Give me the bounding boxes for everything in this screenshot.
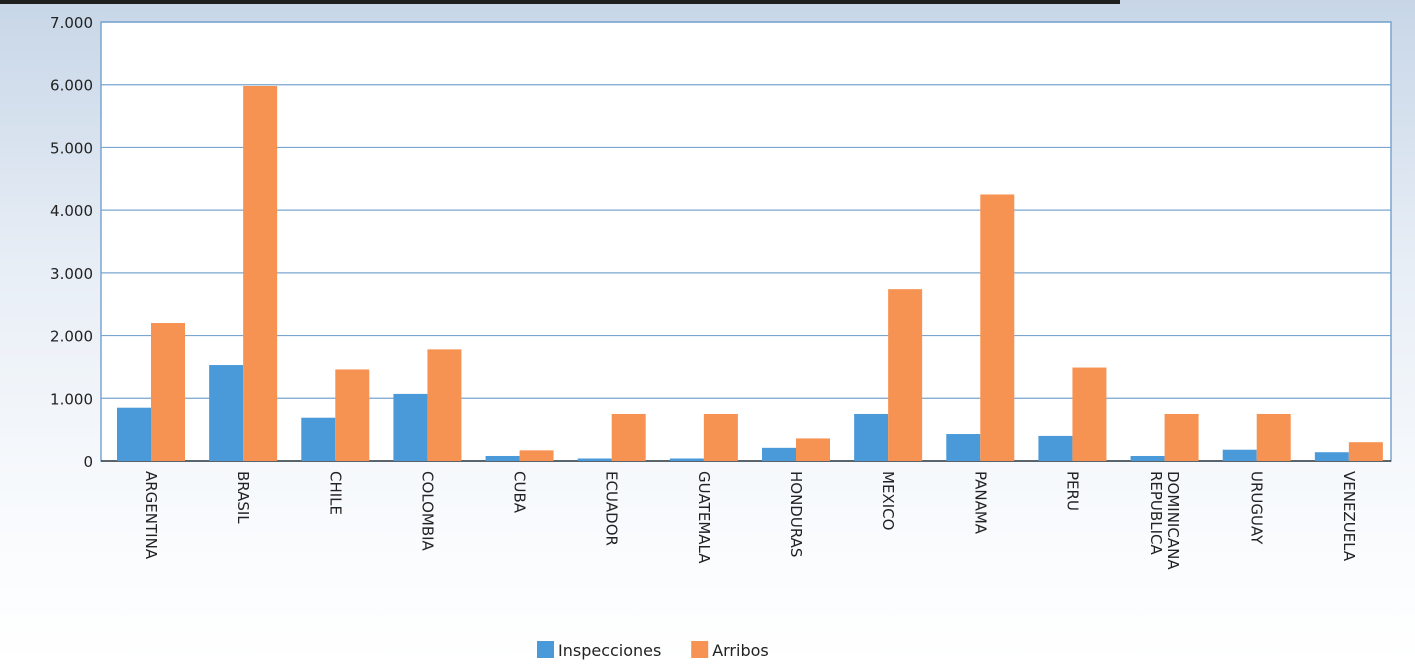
bar-arribos-colombia[interactable]: [427, 349, 462, 461]
x-category-label: HONDURAS: [787, 471, 805, 557]
bar-inspecciones-cuba[interactable]: [485, 455, 520, 461]
top-bar: [0, 0, 1120, 4]
x-category-label: CHILE: [326, 471, 344, 515]
bar-arribos-peru[interactable]: [1072, 367, 1107, 461]
bar-arribos-guatemala[interactable]: [703, 413, 738, 461]
y-tick-label: 3.000: [50, 265, 93, 283]
bar-arribos-brasil[interactable]: [243, 85, 278, 462]
bar-inspecciones-argentina[interactable]: [117, 407, 151, 461]
bar-inspecciones-venezuela[interactable]: [1314, 452, 1349, 461]
legend-label-arribos: Arribos: [712, 641, 769, 660]
bar-inspecciones-republica-dominicana[interactable]: [1130, 455, 1165, 461]
bar-inspecciones-mexico[interactable]: [854, 413, 889, 461]
legend-swatch-arribos: [691, 641, 709, 658]
bar-inspecciones-honduras[interactable]: [762, 447, 796, 461]
x-category-label: PANAMA: [971, 471, 989, 535]
x-category-label: MEXICO: [879, 471, 897, 530]
bar-inspecciones-uruguay[interactable]: [1222, 449, 1257, 461]
legend-swatch-inspecciones: [537, 641, 554, 658]
y-tick-label: 4.000: [50, 202, 93, 220]
y-axis-ticks: 0 1.000 2.000 3.000 4.000 5.000 6.000 7.000: [50, 14, 93, 471]
bar-inspecciones-brasil[interactable]: [209, 365, 244, 461]
bar-arribos-argentina[interactable]: [151, 323, 185, 461]
x-axis-labels: ARGENTINA BRASIL CHILE COLOMBIA CUBA ECUADOR G…: [142, 471, 1358, 570]
bar-arribos-ecuador[interactable]: [611, 413, 646, 461]
bar-arribos-chile[interactable]: [335, 369, 370, 461]
x-category-label: COLOMBIA: [418, 471, 436, 552]
x-category-label: VENEZUELA: [1340, 471, 1358, 562]
bar-inspecciones-chile[interactable]: [301, 417, 336, 461]
x-category-label: GUATEMALA: [695, 471, 713, 564]
bar-inspecciones-peru[interactable]: [1038, 435, 1073, 461]
x-category-label: REPUBLICADOMINICANA: [1147, 471, 1182, 570]
x-category-label: URUGUAY: [1248, 471, 1266, 545]
y-tick-label: 7.000: [50, 14, 93, 32]
bar-arribos-uruguay[interactable]: [1256, 413, 1291, 461]
bar-inspecciones-ecuador[interactable]: [577, 458, 612, 461]
bar-inspecciones-colombia[interactable]: [393, 393, 428, 461]
bar-arribos-honduras[interactable]: [796, 438, 830, 461]
bar-inspecciones-panama[interactable]: [946, 434, 981, 461]
x-category-label: CUBA: [511, 471, 529, 514]
bar-arribos-venezuela[interactable]: [1348, 442, 1383, 461]
y-tick-label: 5.000: [50, 139, 93, 157]
x-category-label: BRASIL: [234, 471, 252, 524]
x-category-label: PERU: [1063, 471, 1081, 511]
y-tick-label: 6.000: [50, 77, 93, 95]
legend-label-inspecciones: Inspecciones: [558, 641, 661, 660]
y-tick-label: 2.000: [50, 328, 93, 346]
legend: Inspecciones Arribos: [537, 641, 769, 660]
x-category-label: ECUADOR: [603, 471, 621, 546]
bars: [117, 85, 1383, 462]
plot-area: [100, 21, 1392, 462]
bar-arribos-mexico[interactable]: [888, 289, 923, 461]
bar-arribos-cuba[interactable]: [519, 450, 554, 461]
bar-arribos-panama[interactable]: [980, 194, 1015, 461]
y-tick-label: 1.000: [50, 390, 93, 408]
bar-arribos-republica-dominicana[interactable]: [1164, 413, 1199, 461]
y-tick-label: 0: [83, 453, 93, 471]
x-category-label: ARGENTINA: [142, 471, 160, 560]
bar-inspecciones-guatemala[interactable]: [669, 458, 704, 461]
